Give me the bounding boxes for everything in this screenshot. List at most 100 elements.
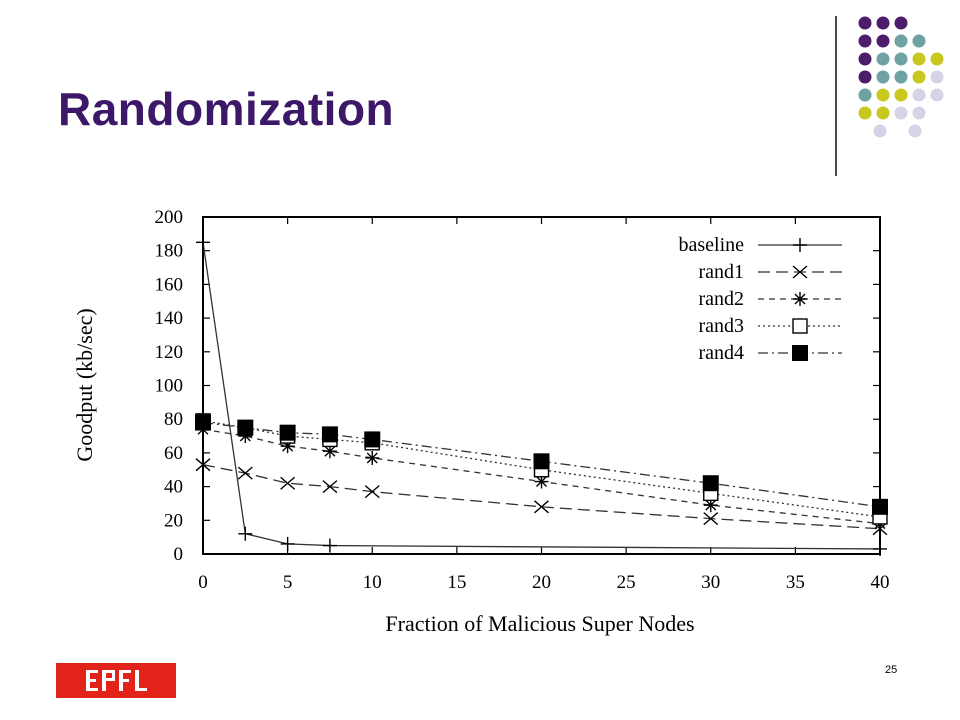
y-tick-label: 160	[155, 274, 184, 295]
legend-label: rand2	[698, 288, 744, 310]
data-point	[873, 541, 887, 556]
decor-dot	[912, 106, 926, 120]
data-point	[702, 475, 719, 492]
y-axis-label: Goodput (kb/sec)	[72, 308, 97, 461]
x-tick-label: 25	[617, 572, 636, 593]
data-point	[280, 476, 296, 490]
data-point	[238, 429, 253, 444]
data-point	[195, 414, 211, 431]
data-point	[703, 512, 719, 526]
epfl-logo	[56, 663, 176, 698]
decor-dot	[876, 88, 890, 102]
decor-dot	[894, 88, 908, 102]
data-point	[793, 292, 807, 306]
series-line	[202, 428, 881, 525]
data-point	[364, 485, 380, 499]
title-divider	[835, 16, 837, 176]
series-line	[202, 464, 881, 530]
data-point	[279, 424, 296, 441]
data-point	[534, 500, 549, 514]
data-point	[280, 536, 295, 551]
data-point	[321, 426, 338, 443]
legend-label: rand4	[698, 342, 744, 364]
y-tick-label: 0	[174, 544, 184, 565]
data-point	[365, 450, 380, 465]
y-tick-label: 100	[155, 376, 184, 397]
y-tick-label: 20	[164, 510, 183, 531]
decor-dot	[858, 34, 872, 48]
legend-label: rand3	[698, 315, 744, 337]
y-tick-label: 140	[155, 308, 184, 329]
data-point	[792, 318, 808, 334]
decor-dot	[876, 70, 890, 84]
y-tick-label: 60	[164, 443, 183, 464]
x-axis-label: Fraction of Malicious Super Nodes	[385, 611, 694, 636]
decor-dot	[894, 52, 908, 66]
data-point	[237, 466, 253, 480]
data-point	[533, 453, 550, 470]
decor-dot	[912, 70, 926, 84]
data-point	[792, 345, 808, 361]
series-rand1	[195, 458, 888, 536]
page-number: 25	[885, 664, 898, 676]
decor-dot	[908, 124, 922, 138]
decor-dot	[912, 34, 926, 48]
data-point	[237, 419, 254, 436]
series-rand4	[195, 414, 888, 515]
data-point	[238, 526, 253, 541]
axes: 0 20 40 60 80 100 120 140 160 180 200 0 5 10 15 20 25 30 3…	[155, 207, 890, 593]
data-point	[196, 235, 210, 250]
data-point	[872, 498, 888, 515]
decor-dot	[858, 52, 872, 66]
x-tick-label: 40	[871, 572, 890, 593]
decor-dot	[912, 52, 926, 66]
decor-dot	[930, 70, 944, 84]
data-point	[280, 439, 295, 454]
legend-label: baseline	[678, 234, 744, 256]
x-tick-label: 0	[198, 572, 208, 593]
decor-dot	[858, 70, 872, 84]
x-tick-label: 10	[363, 572, 382, 593]
decor-dot	[912, 88, 926, 102]
plot-frame	[202, 216, 881, 555]
data-point	[703, 498, 718, 513]
y-tick-label: 180	[155, 241, 184, 262]
decor-dot	[876, 16, 890, 30]
decor-dot	[894, 34, 908, 48]
data-point	[322, 444, 337, 459]
x-tick-label: 5	[283, 572, 293, 593]
x-tick-label: 30	[701, 572, 720, 593]
data-point	[364, 431, 381, 448]
decor-dot	[876, 106, 890, 120]
legend-label: rand1	[698, 261, 744, 283]
decor-dot	[858, 88, 872, 102]
decor-dot	[858, 106, 872, 120]
x-tick-label: 35	[786, 572, 805, 593]
series-baseline	[196, 235, 887, 556]
decor-dot	[873, 124, 887, 138]
y-tick-label: 200	[155, 207, 184, 228]
data-point	[534, 474, 549, 489]
y-tick-label: 40	[164, 477, 183, 498]
decor-dot	[894, 16, 908, 30]
decor-dot	[930, 88, 944, 102]
legend: baseline rand1 rand2 rand3 rand4	[678, 234, 842, 364]
data-point	[322, 480, 338, 494]
y-tick-label: 120	[155, 342, 184, 363]
data-point	[322, 538, 337, 553]
decor-dot	[858, 16, 872, 30]
data-point	[793, 238, 807, 252]
series-lines	[195, 235, 888, 556]
decor-dot	[894, 106, 908, 120]
goodput-line-chart: 0 20 40 60 80 100 120 140 160 180 200 0 5 10 15 20 25 30 3…	[72, 207, 890, 636]
decorative-dot-grid	[858, 16, 944, 138]
y-tick-label: 80	[164, 409, 183, 430]
decor-dot	[894, 70, 908, 84]
decor-dot	[876, 34, 890, 48]
x-tick-label: 15	[447, 572, 466, 593]
decor-dot	[930, 52, 944, 66]
slide-title: Randomization	[58, 83, 395, 135]
x-tick-label: 20	[532, 572, 551, 593]
decor-dot	[876, 52, 890, 66]
data-point	[195, 458, 211, 472]
